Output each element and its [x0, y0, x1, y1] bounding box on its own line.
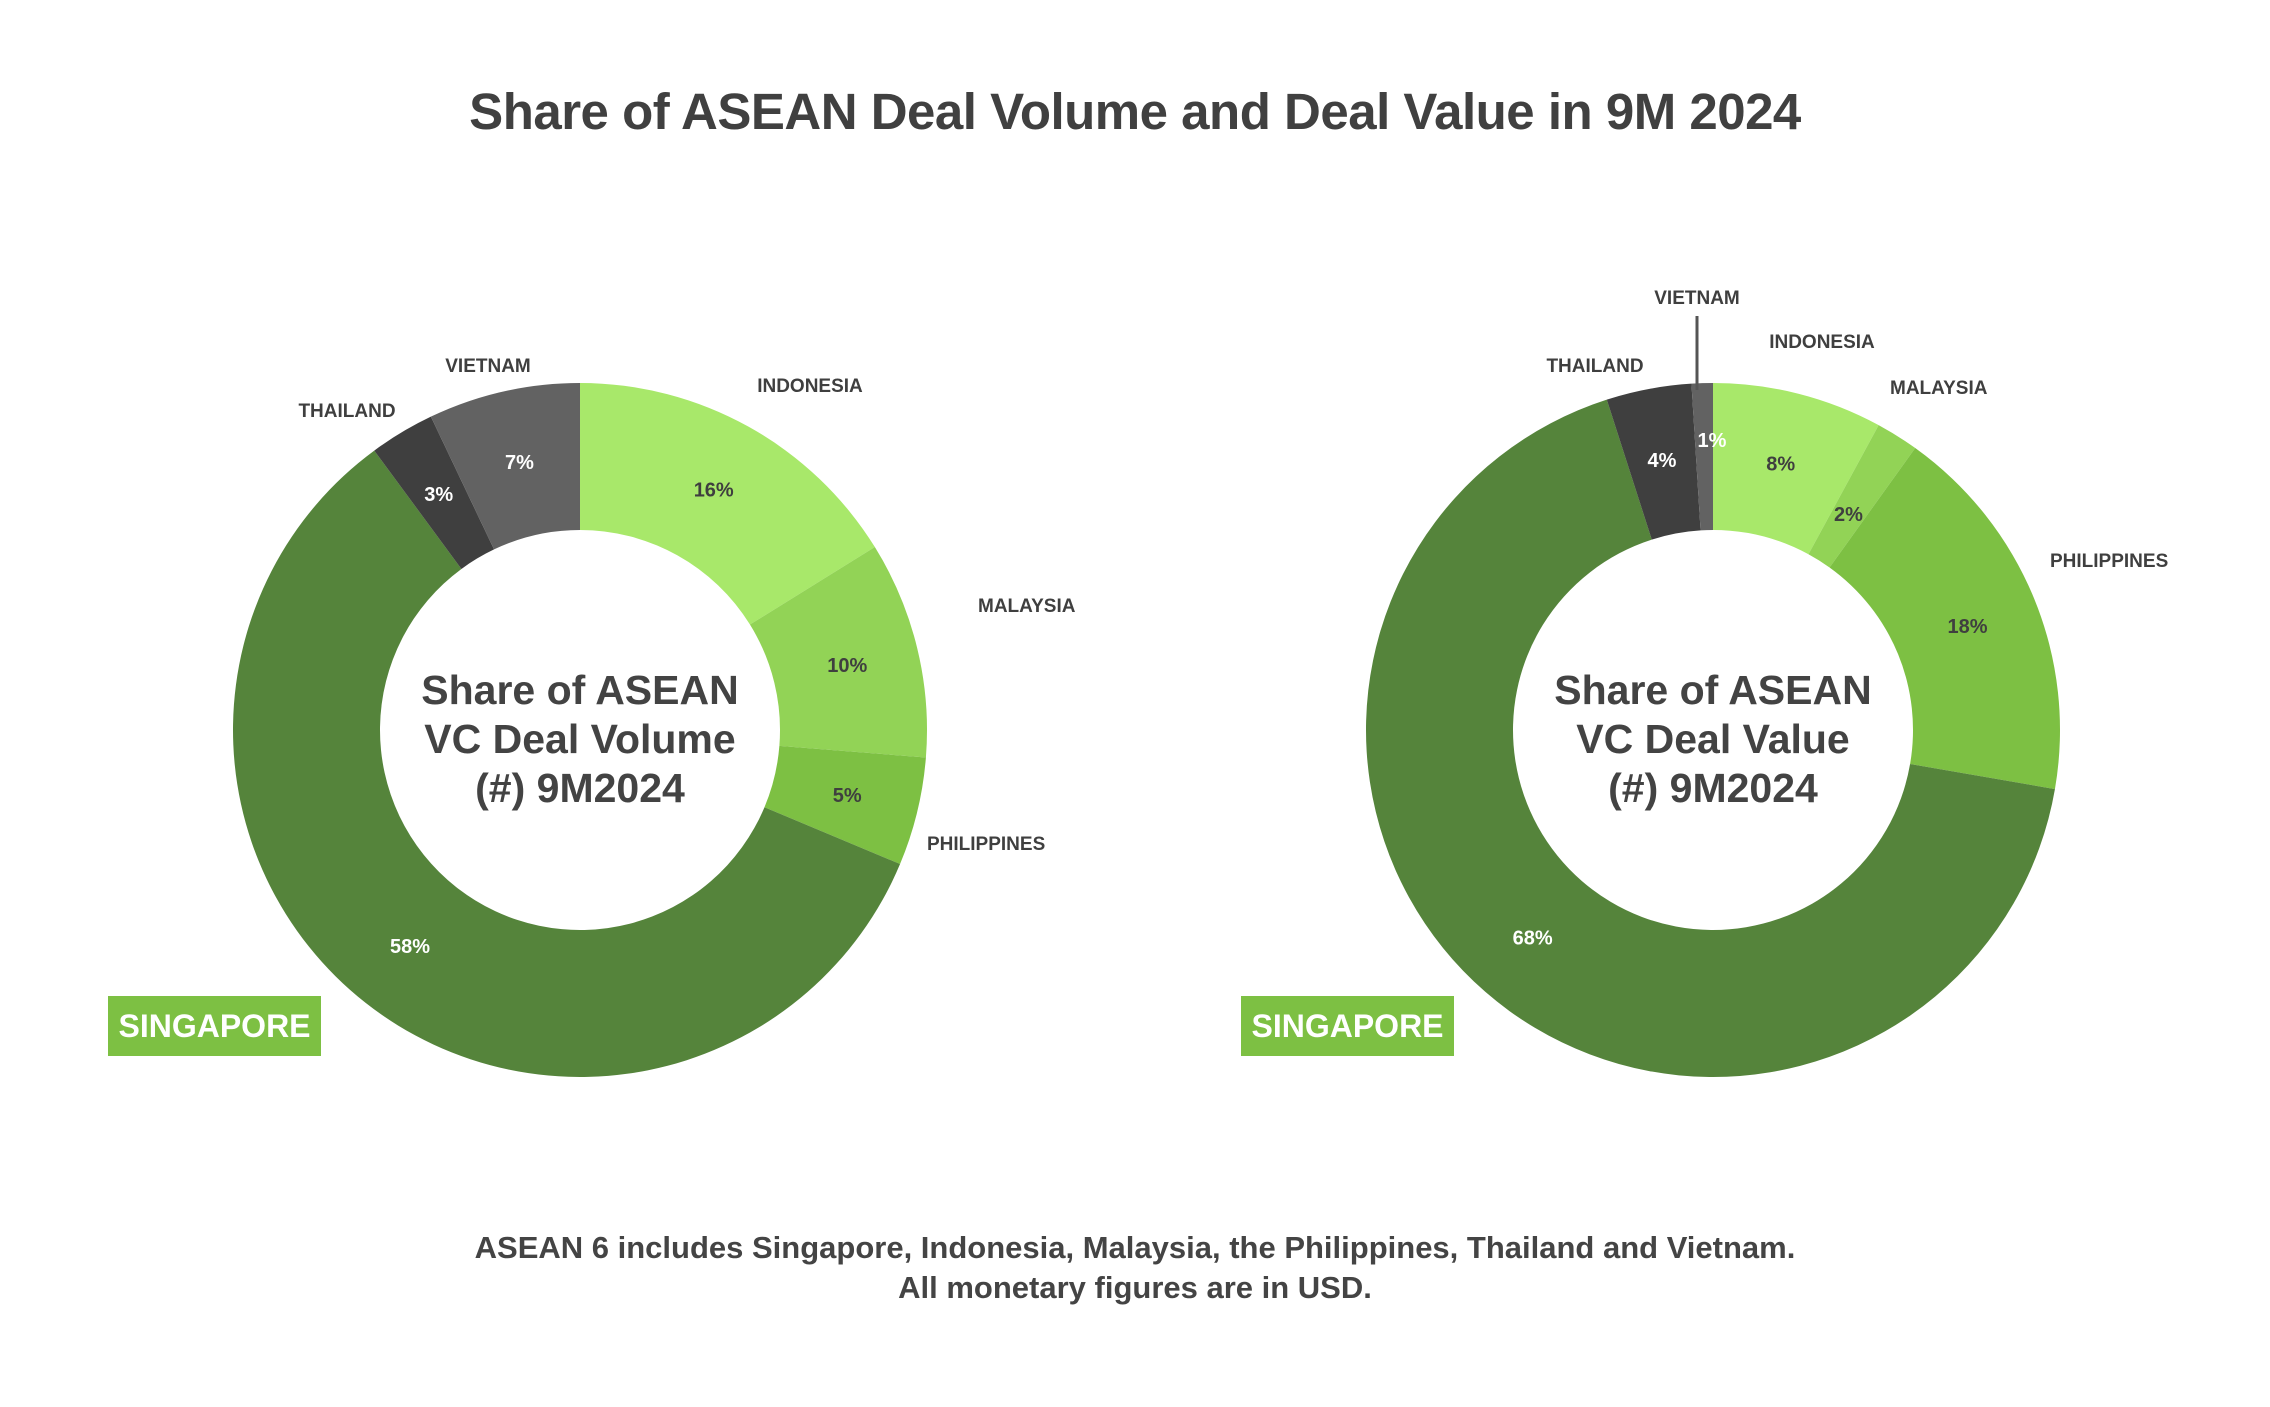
value-label-indonesia: 16%	[694, 480, 734, 502]
category-label-thailand: THAILAND	[1546, 356, 1643, 377]
category-label-vietnam: VIETNAM	[445, 356, 531, 377]
value-label-singapore: 58%	[390, 936, 430, 958]
footnote-line-2: All monetary figures are in USD.	[898, 1270, 1372, 1305]
category-label-indonesia: INDONESIA	[1769, 332, 1875, 353]
value-label-singapore: 68%	[1513, 928, 1553, 950]
value-label-philippines: 5%	[833, 785, 862, 807]
singapore-badge	[1241, 996, 1454, 1056]
slice-philippines	[1829, 448, 2060, 790]
slice-thailand	[374, 416, 495, 569]
center-label-line-1: Share of ASEAN	[1554, 667, 1871, 713]
category-label-philippines: PHILIPPINES	[927, 834, 1045, 855]
slice-indonesia	[580, 383, 875, 625]
center-label-line-1: Share of ASEAN	[421, 667, 738, 713]
category-label-malaysia: MALAYSIA	[978, 596, 1076, 617]
slice-malaysia	[749, 547, 928, 758]
category-label-indonesia: INDONESIA	[757, 376, 863, 397]
slice-philippines	[764, 745, 926, 865]
center-label-line-3: (#) 9M2024	[475, 765, 685, 811]
value-label-thailand: 3%	[424, 484, 453, 506]
slice-indonesia	[1713, 383, 1879, 555]
slice-vietnam	[430, 383, 580, 550]
singapore-badge	[108, 996, 321, 1056]
category-label-thailand: THAILAND	[298, 401, 395, 422]
value-label-malaysia: 2%	[1834, 504, 1863, 526]
footnote-line-1: ASEAN 6 includes Singapore, Indonesia, M…	[474, 1230, 1796, 1265]
volume-donut-chart: 16% INDONESIA 10% MALAYSIA 5% PHILIPPINES 58% 3…	[108, 356, 1076, 1077]
category-label-philippines: PHILIPPINES	[2050, 551, 2168, 572]
footnote: ASEAN 6 includes Singapore, Indonesia, M…	[0, 1228, 2270, 1308]
singapore-badge-label: SINGAPORE	[118, 1008, 310, 1044]
singapore-badge-label: SINGAPORE	[1251, 1008, 1443, 1044]
value-label-malaysia: 10%	[827, 655, 867, 677]
slice-thailand	[1606, 383, 1701, 540]
value-donut-chart: 8% INDONESIA 2% MALAYSIA 18% PHILIPPINES 68% 4%…	[1241, 288, 2168, 1077]
slice-malaysia	[1808, 425, 1916, 568]
value-label-vietnam: 7%	[505, 452, 534, 474]
value-label-philippines: 18%	[1947, 616, 1987, 638]
category-label-vietnam: VIETNAM	[1654, 288, 1740, 309]
category-label-malaysia: MALAYSIA	[1890, 378, 1988, 399]
chart-title: Share of ASEAN Deal Volume and Deal Valu…	[469, 83, 1801, 140]
slice-singapore	[232, 450, 901, 1077]
value-label-indonesia: 8%	[1766, 453, 1795, 475]
slice-vietnam	[1691, 383, 1713, 531]
center-label-line-2: VC Deal Value	[1576, 716, 1849, 762]
slice-singapore	[1366, 399, 2055, 1077]
value-label-vietnam: 1%	[1698, 430, 1727, 452]
value-label-thailand: 4%	[1648, 450, 1677, 472]
center-label-line-2: VC Deal Volume	[424, 716, 735, 762]
center-label-line-3: (#) 9M2024	[1608, 765, 1818, 811]
